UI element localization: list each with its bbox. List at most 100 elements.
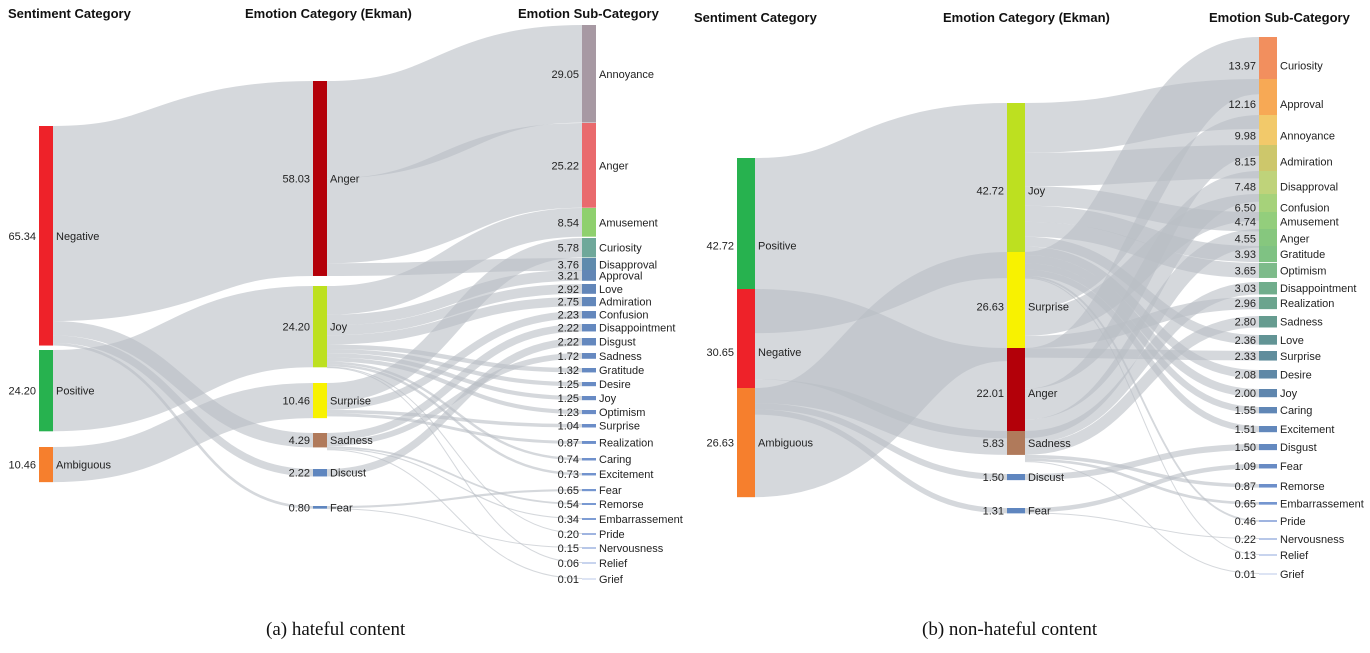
node-discust-level-2 [313, 469, 327, 477]
node-label-confusion: Confusion [1280, 202, 1330, 214]
node-value-nervousness: 0.22 [1235, 534, 1256, 546]
node-label-desire: Desire [1280, 369, 1312, 381]
link-sadness-to-embarrassement [326, 448, 583, 520]
node-ambiguous-level-1 [39, 447, 53, 483]
link-joy-to-approval [326, 270, 583, 326]
node-label-optimism: Optimism [599, 407, 645, 419]
node-value-gratitude: 3.93 [1235, 249, 1256, 261]
node-value-fear: 0.80 [289, 502, 310, 514]
node-label-love: Love [599, 284, 623, 296]
node-label-excitement: Excitement [599, 469, 653, 481]
link-anger-to-annoyance [326, 25, 583, 179]
node-grief-level-3 [582, 578, 596, 580]
node-label-sadness: Sadness [1280, 317, 1323, 329]
node-negative-level-1 [737, 289, 755, 415]
node-value-anger: 4.55 [1235, 233, 1256, 245]
node-positive-level-1 [39, 350, 53, 432]
header-sentiment-category: Sentiment Category [694, 10, 818, 25]
node-label-caring: Caring [599, 454, 631, 466]
node-sadness-level-2 [313, 433, 327, 448]
node-label-fear: Fear [599, 485, 622, 497]
node-label-optimism: Optimism [1280, 265, 1326, 277]
node-label-admiration: Admiration [1280, 157, 1333, 169]
node-realization-level-3 [1259, 297, 1277, 310]
node-value-negative: 30.65 [706, 347, 734, 359]
node-anger-level-2 [313, 81, 327, 276]
node-gratitude-level-3 [582, 368, 596, 373]
node-value-discust: 2.22 [289, 468, 310, 480]
link-layer [51, 25, 583, 579]
node-value-embarrassement: 0.34 [558, 514, 579, 526]
node-pride-level-3 [1259, 520, 1277, 522]
link-anger-to-anger [1024, 228, 1260, 439]
node-approval-level-3 [582, 270, 596, 281]
link-surprise-to-surprise [326, 409, 583, 428]
node-admiration-level-3 [582, 297, 596, 307]
node-value-caring: 0.74 [558, 454, 579, 466]
node-sadness-level-3 [1259, 316, 1277, 328]
node-label-love: Love [1280, 335, 1304, 347]
node-value-positive: 24.20 [8, 386, 36, 398]
node-embarrassement-level-3 [1259, 502, 1277, 505]
node-value-pride: 0.20 [558, 529, 579, 541]
node-value-annoyance: 9.98 [1235, 130, 1256, 142]
link-ambiguous-to-surprise [752, 251, 1010, 498]
link-discust-to-disgust [1024, 444, 1260, 481]
node-value-relief: 0.13 [1235, 550, 1256, 562]
link-sadness-to-embarrassement [1024, 458, 1260, 505]
node-label-disgust: Disgust [1280, 442, 1317, 454]
node-value-anger: 22.01 [976, 388, 1004, 400]
node-value-sadness: 4.29 [289, 435, 310, 447]
node-label-fear: Fear [1280, 461, 1303, 473]
node-value-optimism: 3.65 [1235, 265, 1256, 277]
node-optimism-level-3 [582, 410, 596, 415]
node-relief-level-3 [582, 562, 596, 564]
node-label-negative: Negative [56, 231, 99, 243]
node-value-embarrassement: 0.65 [1235, 498, 1256, 510]
node-value-confusion: 2.23 [558, 310, 579, 322]
node-label-amusement: Amusement [599, 217, 658, 229]
node-value-joy: 42.72 [976, 186, 1004, 198]
node-label-positive: Positive [56, 386, 95, 398]
node-label-curiosity: Curiosity [599, 243, 642, 255]
node-value-joy: 1.25 [558, 393, 579, 405]
node-disgust-level-3 [582, 338, 596, 346]
link-surprise-to-curiosity [326, 237, 583, 403]
node-value-disapproval: 3.76 [558, 259, 579, 271]
node-value-optimism: 1.23 [558, 407, 579, 419]
node-label-amusement: Amusement [1280, 217, 1339, 229]
node-label-surprise: Surprise [1028, 302, 1069, 314]
node-disappointment-level-3 [1259, 282, 1277, 295]
node-value-love: 2.92 [558, 284, 579, 296]
node-value-anger: 58.03 [282, 173, 310, 185]
link-layer [752, 37, 1262, 574]
node-value-love: 2.36 [1235, 335, 1256, 347]
node-value-disappointment: 2.22 [558, 323, 579, 335]
node-value-curiosity: 13.97 [1228, 61, 1256, 73]
node-nervousness-level-3 [582, 547, 596, 549]
node-value-annoyance: 29.05 [551, 69, 579, 81]
node-remorse-level-3 [582, 503, 596, 505]
link-sadness-to-disappointment [326, 324, 583, 441]
header-emotion-sub-category: Emotion Sub-Category [1209, 10, 1351, 25]
link-anger-to-disapproval [1024, 171, 1260, 420]
link-anger-to-anger [326, 123, 583, 264]
node-value-confusion: 6.50 [1235, 202, 1256, 214]
node-curiosity-level-3 [582, 238, 596, 258]
node-value-disappointment: 3.03 [1235, 283, 1256, 295]
node-grief-level-3 [1259, 573, 1277, 575]
node-label-embarrassement: Embarrassement [599, 514, 683, 526]
node-label-remorse: Remorse [1280, 481, 1325, 493]
node-anger-level-3 [582, 123, 596, 208]
caption-non-hateful: (b) non-hateful content [922, 619, 1098, 640]
node-remorse-level-3 [1259, 484, 1277, 488]
node-label-pride: Pride [599, 529, 625, 541]
node-value-excitement: 0.73 [558, 469, 579, 481]
link-positive-to-joy [753, 103, 1009, 334]
hateful-content-panel: Sentiment Category Emotion Category (Ekm… [8, 6, 683, 586]
node-disapproval-level-3 [582, 258, 596, 271]
node-confusion-level-3 [582, 311, 596, 319]
node-value-remorse: 0.87 [1235, 481, 1256, 493]
node-label-embarrassement: Embarrassement [1280, 498, 1364, 510]
node-label-anger: Anger [1280, 233, 1310, 245]
